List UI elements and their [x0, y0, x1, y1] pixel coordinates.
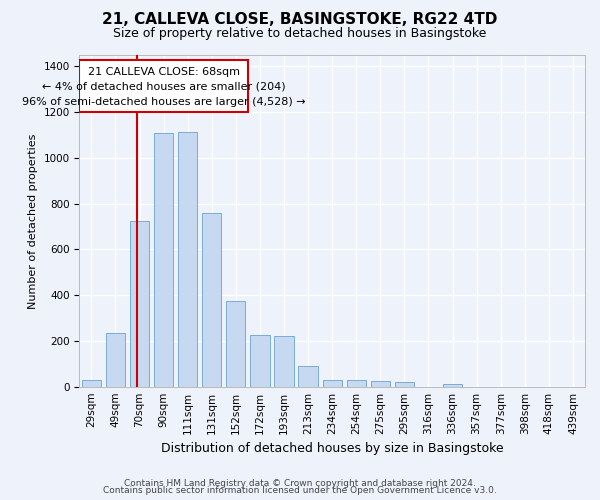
- Text: Contains public sector information licensed under the Open Government Licence v3: Contains public sector information licen…: [103, 486, 497, 495]
- Bar: [371, 381, 390, 386]
- Bar: [178, 132, 197, 386]
- Bar: [274, 336, 293, 386]
- Bar: [202, 213, 221, 386]
- Bar: [298, 366, 318, 386]
- X-axis label: Distribution of detached houses by size in Basingstoke: Distribution of detached houses by size …: [161, 442, 503, 455]
- Bar: [347, 380, 366, 386]
- Bar: [323, 380, 342, 386]
- Text: 96% of semi-detached houses are larger (4,528) →: 96% of semi-detached houses are larger (…: [22, 96, 305, 106]
- Bar: [250, 335, 269, 386]
- Text: Size of property relative to detached houses in Basingstoke: Size of property relative to detached ho…: [113, 28, 487, 40]
- Bar: [154, 133, 173, 386]
- Text: Contains HM Land Registry data © Crown copyright and database right 2024.: Contains HM Land Registry data © Crown c…: [124, 478, 476, 488]
- Bar: [226, 301, 245, 386]
- Bar: [130, 221, 149, 386]
- Text: 21 CALLEVA CLOSE: 68sqm: 21 CALLEVA CLOSE: 68sqm: [88, 67, 239, 77]
- Y-axis label: Number of detached properties: Number of detached properties: [28, 133, 38, 308]
- Bar: [395, 382, 414, 386]
- FancyBboxPatch shape: [79, 60, 248, 112]
- Bar: [443, 384, 462, 386]
- Bar: [82, 380, 101, 386]
- Bar: [106, 333, 125, 386]
- Text: 21, CALLEVA CLOSE, BASINGSTOKE, RG22 4TD: 21, CALLEVA CLOSE, BASINGSTOKE, RG22 4TD: [103, 12, 497, 28]
- Text: ← 4% of detached houses are smaller (204): ← 4% of detached houses are smaller (204…: [42, 82, 286, 92]
